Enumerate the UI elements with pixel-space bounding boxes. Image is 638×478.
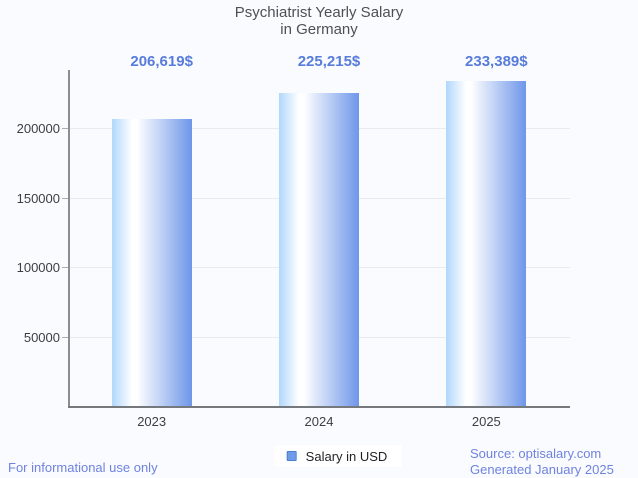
- source-block: Source: optisalary.com Generated January…: [470, 446, 614, 478]
- legend-label: Salary in USD: [305, 448, 388, 464]
- y-tick-label: 100000: [16, 260, 60, 276]
- chart-title: Psychiatrist Yearly Salary in Germany: [0, 4, 638, 38]
- chart-title-line2: in Germany: [280, 21, 358, 38]
- value-label-2024: 225,215$: [297, 53, 361, 70]
- y-axis-line: [68, 70, 70, 408]
- generated-text: Generated January 2025: [470, 462, 614, 477]
- y-tick-label: 200000: [16, 120, 60, 136]
- bar-2023: [111, 118, 192, 407]
- value-label-2025: 233,389$: [465, 53, 528, 70]
- y-tick-mark: [62, 267, 68, 269]
- bar-2025: [446, 81, 527, 407]
- x-tick-label-2024: 2024: [304, 414, 334, 429]
- legend-marker-square-icon: [286, 451, 297, 461]
- chart-title-line1: Psychiatrist Yearly Salary: [234, 4, 404, 21]
- x-axis-line: [68, 406, 570, 408]
- y-tick-label: 50000: [23, 330, 60, 346]
- legend: Salary in USD: [274, 445, 402, 467]
- source-text: Source: optisalary.com: [470, 446, 602, 461]
- value-label-2023: 206,619$: [130, 53, 193, 70]
- y-tick-mark: [62, 337, 68, 339]
- y-tick-mark: [62, 197, 68, 199]
- x-tick-label-2025: 2025: [471, 414, 501, 429]
- y-tick-mark: [62, 127, 68, 129]
- bar-2024: [279, 92, 359, 407]
- disclaimer-text: For informational use only: [8, 460, 158, 475]
- x-tick-label-2023: 2023: [137, 414, 167, 429]
- y-tick-label: 150000: [16, 190, 60, 206]
